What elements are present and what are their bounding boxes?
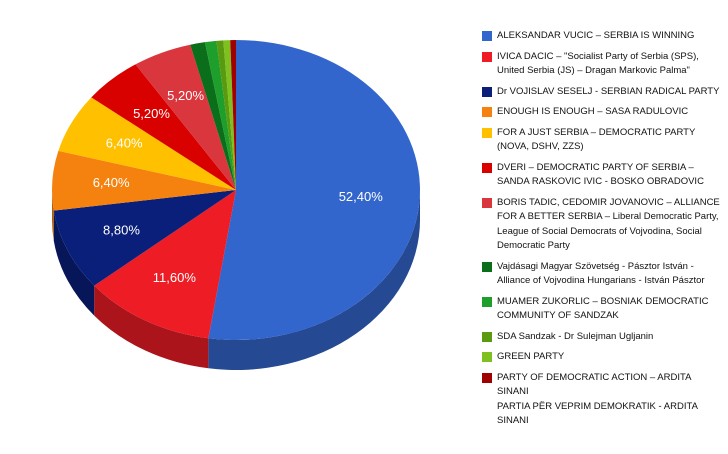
legend-item: DVERI – DEMOCRATIC PARTY OF SERBIA – SAN… — [480, 161, 724, 190]
pie-slice — [53, 190, 236, 286]
data-label: 52,40% — [339, 189, 384, 204]
pie-slice — [51, 150, 236, 211]
data-label: 6,40% — [106, 136, 143, 151]
legend-item: Vajdásagi Magyar Szövetség - Pásztor Ist… — [480, 260, 724, 289]
legend-swatch — [482, 162, 492, 173]
pie-slice — [208, 40, 421, 340]
pie-slice — [216, 40, 236, 190]
legend-swatch — [482, 127, 492, 138]
legend-item: GREEN PARTY — [480, 350, 724, 365]
pie-slice — [230, 40, 236, 190]
legend-swatch — [482, 296, 492, 307]
legend-item: ENOUGH IS ENOUGH – SASA RADULOVIC — [480, 105, 724, 120]
data-label: 8,80% — [103, 223, 140, 238]
legend-label: SDA Sandzak - Dr Sulejman Ugljanin — [497, 330, 654, 342]
legend-label: FOR A JUST SERBIA – DEMOCRATIC PARTY (NO… — [497, 126, 696, 153]
pie-slice — [190, 42, 236, 191]
legend-item: FOR A JUST SERBIA – DEMOCRATIC PARTY (NO… — [480, 126, 724, 155]
legend: ALEKSANDAR VUCIC – SERBIA IS WINNING IVIC… — [480, 29, 724, 429]
legend-label: ALEKSANDAR VUCIC – SERBIA IS WINNING — [497, 30, 695, 41]
legend-item: PARTY OF DEMOCRATIC ACTION – ARDITA SINA… — [480, 371, 724, 429]
pie-slice — [135, 44, 236, 190]
pie-slice — [204, 40, 236, 190]
data-label: 11,60% — [153, 270, 197, 285]
legend-swatch — [482, 197, 492, 208]
legend-item: ALEKSANDAR VUCIC – SERBIA IS WINNING — [480, 29, 724, 44]
data-label: 5,20% — [133, 106, 170, 121]
legend-item: SDA Sandzak - Dr Sulejman Ugljanin — [480, 330, 724, 345]
legend-swatch — [482, 31, 492, 41]
pie-side — [53, 210, 95, 316]
pie-slice — [91, 64, 236, 190]
legend-swatch — [482, 86, 492, 97]
legend-item: BORIS TADIC, CEDOMIR JOVANOVIC – ALLIANC… — [480, 196, 724, 254]
legend-label: Vajdásagi Magyar Szövetség - Pásztor Ist… — [497, 260, 705, 287]
pie-slice — [223, 40, 236, 190]
data-label: 6,40% — [93, 175, 130, 190]
legend-label: DVERI – DEMOCRATIC PARTY OF SERBIA – SAN… — [497, 161, 704, 188]
data-label: 5,20% — [167, 88, 204, 103]
legend-swatch — [482, 372, 492, 383]
pie-slice — [58, 97, 236, 190]
legend-item: IVICA DACIC – "Socialist Party of Serbia… — [480, 50, 724, 79]
legend-label: PARTY OF DEMOCRATIC ACTION – ARDITA SINA… — [497, 371, 698, 427]
legend-item: MUAMER ZUKORLIC – BOSNIAK DEMOCRATIC COM… — [480, 295, 724, 324]
legend-label: IVICA DACIC – "Socialist Party of Serbia… — [497, 50, 699, 77]
pie-side — [52, 190, 54, 241]
legend-swatch — [482, 331, 492, 342]
pie-slice — [94, 190, 237, 339]
legend-label: BORIS TADIC, CEDOMIR JOVANOVIC – ALLIANC… — [497, 196, 720, 252]
legend-swatch — [482, 352, 492, 362]
legend-item: Dr VOJISLAV SESELJ - SERBIAN RADICAL PAR… — [480, 85, 724, 100]
legend-label: GREEN PARTY — [497, 351, 565, 362]
legend-swatch — [482, 107, 492, 117]
legend-label: MUAMER ZUKORLIC – BOSNIAK DEMOCRATIC COM… — [497, 295, 709, 322]
chart: 52,40% 11,60% 8,80% 6,40% 6,40% 5,20% 5,20% — [51, 40, 421, 370]
legend-swatch — [482, 51, 492, 62]
legend-label: ENOUGH IS ENOUGH – SASA RADULOVIC — [497, 106, 689, 117]
legend-label: Dr VOJISLAV SESELJ - SERBIAN RADICAL PAR… — [497, 85, 720, 97]
pie-side — [94, 285, 209, 369]
legend-swatch — [482, 261, 492, 272]
pie-side — [208, 190, 420, 370]
